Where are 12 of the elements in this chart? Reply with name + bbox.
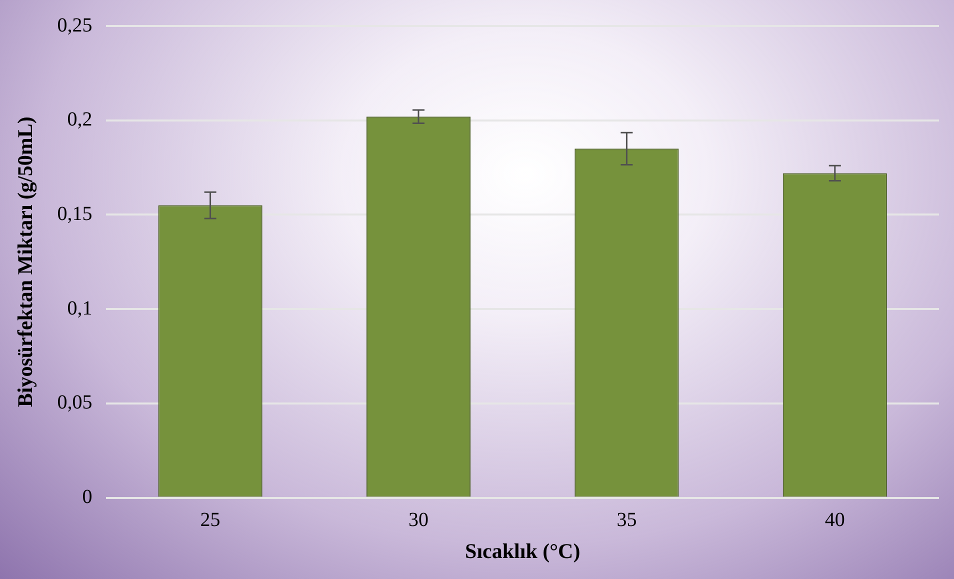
y-tick-label: 0 [82,486,92,508]
y-axis-title: Biyosürfektan Miktarı (g/50mL) [13,116,38,408]
y-tick-label: 0,05 [57,392,92,414]
x-tick-label: 30 [408,509,428,532]
y-tick-label: 0,2 [67,108,92,131]
x-tick-label: 25 [200,509,220,532]
y-tick-label: 0,15 [57,202,92,225]
x-tick-label: 40 [824,509,845,532]
y-tick-label: 0,25 [57,14,92,36]
x-tick-label: 35 [616,509,637,532]
y-tick-label: 0,1 [67,297,92,320]
x-axis-title: Sıcaklık (°C) [465,538,580,563]
